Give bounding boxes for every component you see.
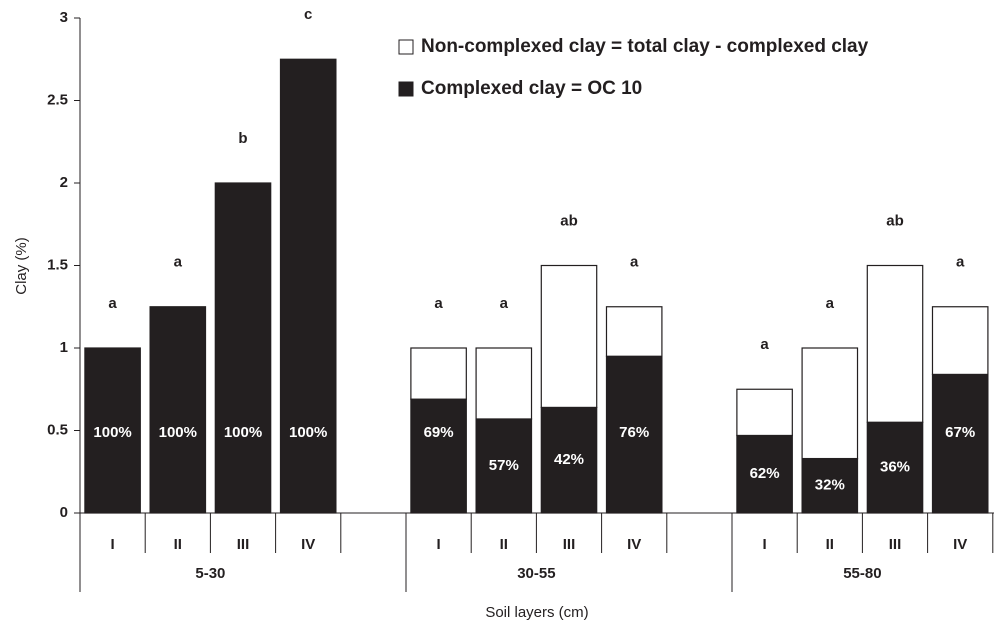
x-tick-label: II [174, 536, 182, 553]
y-tick-label: 2.5 [47, 91, 68, 108]
x-tick-label: III [237, 536, 250, 553]
bar-segment [605, 306, 663, 357]
bar-segment [475, 418, 533, 514]
x-axis-label: Soil layers (cm) [485, 604, 588, 621]
significance-label: a [630, 254, 639, 271]
x-tick-label: III [563, 536, 576, 553]
x-tick-label: I [437, 536, 441, 553]
significance-label: a [956, 254, 965, 271]
bar-segment [475, 347, 533, 420]
y-tick-label: 3 [60, 9, 68, 26]
percent-label: 100% [224, 424, 262, 441]
percent-label: 32% [815, 477, 845, 494]
percent-label: 57% [489, 457, 519, 474]
significance-label: ab [886, 212, 904, 229]
bar-segment [931, 306, 989, 376]
percent-label: 67% [945, 424, 975, 441]
percent-label: 62% [750, 465, 780, 482]
bar-segment [214, 182, 272, 514]
group-label: 30-55 [517, 565, 555, 582]
significance-label: a [500, 295, 509, 312]
bar-segment [410, 347, 467, 400]
legend-label: Non-complexed clay = total clay - comple… [421, 36, 869, 57]
y-tick-label: 2 [60, 174, 68, 191]
significance-label: a [174, 254, 183, 271]
significance-label: a [108, 295, 117, 312]
percent-label: 100% [93, 424, 131, 441]
x-tick-label: IV [627, 536, 641, 553]
x-tick-label: I [763, 536, 767, 553]
percent-label: 36% [880, 459, 910, 476]
bar-segment [410, 398, 467, 514]
significance-label: a [826, 295, 835, 312]
x-tick-label: I [111, 536, 115, 553]
y-axis-label: Clay (%) [13, 237, 30, 295]
x-tick-label: III [889, 536, 902, 553]
bar-segment [931, 373, 989, 514]
percent-label: 42% [554, 451, 584, 468]
bar-segment [279, 58, 337, 514]
bar-segment [736, 388, 793, 437]
group-label: 5-30 [195, 565, 225, 582]
y-tick-label: 1.5 [47, 256, 68, 273]
percent-label: 100% [289, 424, 327, 441]
legend-swatch [398, 39, 414, 55]
percent-label: 69% [424, 424, 454, 441]
bar-segment [801, 347, 859, 460]
x-tick-label: II [826, 536, 834, 553]
x-tick-label: II [500, 536, 508, 553]
legend-swatch [398, 81, 414, 97]
percent-label: 100% [159, 424, 197, 441]
y-tick-label: 0.5 [47, 421, 68, 438]
x-tick-label: IV [953, 536, 967, 553]
significance-label: c [304, 6, 312, 23]
significance-label: ab [560, 212, 578, 229]
x-tick-label: IV [301, 536, 315, 553]
bar-segment [866, 264, 924, 423]
bar-segment [84, 347, 141, 514]
bar-segment [866, 421, 924, 514]
bar-segment [149, 306, 207, 514]
y-tick-label: 1 [60, 339, 68, 356]
significance-label: b [238, 130, 247, 147]
percent-label: 76% [619, 424, 649, 441]
significance-label: a [760, 336, 769, 353]
significance-label: a [434, 295, 443, 312]
bar-segment [540, 264, 598, 408]
y-tick-label: 0 [60, 504, 68, 521]
legend-label: Complexed clay = OC 10 [421, 78, 642, 99]
group-label: 55-80 [843, 565, 881, 582]
